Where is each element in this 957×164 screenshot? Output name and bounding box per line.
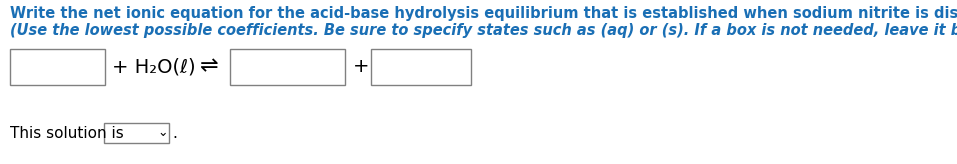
Bar [371,49,471,85]
Bar [104,123,169,143]
Text: ⇌: ⇌ [200,56,218,76]
Text: Write the net ionic equation for the acid-base hydrolysis equilibrium that is es: Write the net ionic equation for the aci… [10,6,957,21]
Bar [230,49,345,85]
Text: .: . [172,125,177,141]
Text: ⌄: ⌄ [157,126,167,140]
Bar [10,49,105,85]
Text: + H₂O(ℓ): + H₂O(ℓ) [112,58,195,76]
Text: +: + [353,58,369,76]
Text: (Use the lowest possible coefficients. Be sure to specify states such as (aq) or: (Use the lowest possible coefficients. B… [10,23,957,38]
Text: This solution is: This solution is [10,125,123,141]
